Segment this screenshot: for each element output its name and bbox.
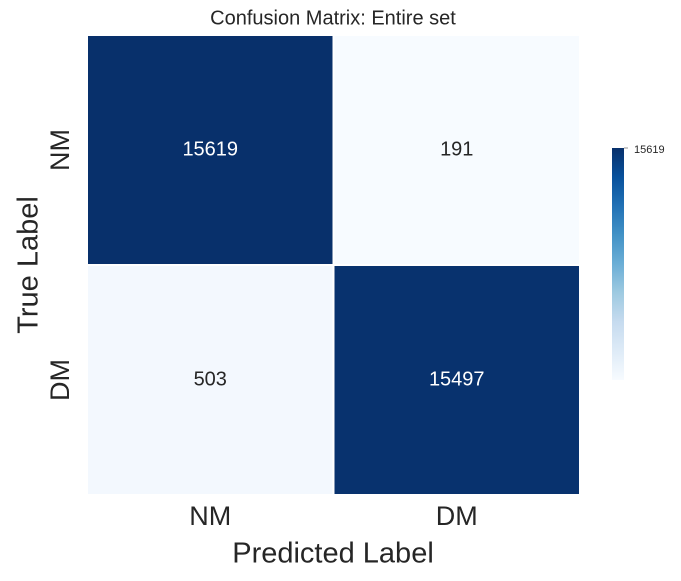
heatmap-cell (86, 264, 335, 496)
cell-label: 15497 (429, 368, 485, 390)
heatmap-cell (332, 264, 581, 496)
colorbar-tick-label: 15619 (634, 144, 665, 156)
heatmap-cell (332, 34, 581, 266)
x-tick-label: DM (436, 501, 478, 531)
cell-label: 503 (194, 368, 227, 390)
cell-label: 191 (440, 138, 473, 160)
x-axis-label: Predicted Label (232, 538, 434, 570)
y-tick-label: NM (45, 129, 75, 171)
chart-title: Confusion Matrix: Entire set (210, 7, 456, 29)
y-axis-label: True Label (13, 196, 45, 334)
x-tick-label: NM (189, 501, 231, 531)
cell-label: 15619 (182, 138, 238, 160)
heatmap-cell (86, 34, 335, 266)
colorbar (612, 148, 624, 380)
y-tick-label: DM (45, 359, 75, 401)
